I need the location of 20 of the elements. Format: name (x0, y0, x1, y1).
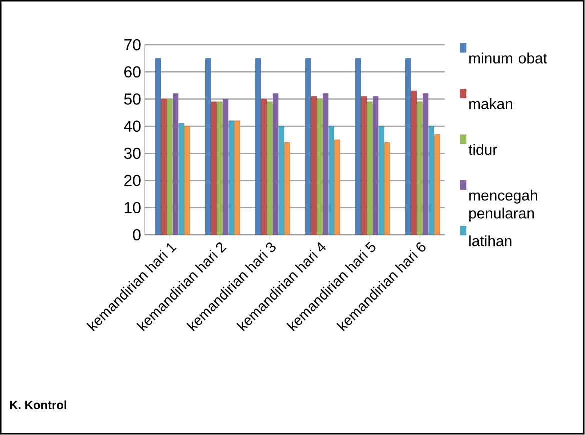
y-tick-label: 40 (124, 120, 141, 132)
bar (417, 102, 423, 235)
y-tick-label: 30 (124, 148, 141, 160)
legend-label: mencegah penularan (470, 190, 538, 222)
bar (267, 102, 273, 235)
bar (167, 99, 173, 235)
y-tick-label: 70 (124, 39, 141, 51)
y-tick-label: 60 (124, 66, 141, 78)
legend-label: latihan (470, 236, 512, 247)
y-tick-label: 50 (124, 94, 141, 105)
y-tick-label: 10 (124, 202, 141, 214)
bar (367, 102, 373, 235)
legend-label: tidur (468, 144, 498, 156)
legend-label: minum obat (470, 52, 548, 64)
bar (217, 102, 223, 235)
bar (317, 99, 323, 235)
y-tick-label: 20 (124, 175, 141, 186)
text: K. Kontrol (10, 400, 66, 410)
legend-label: makan (470, 98, 512, 110)
y-tick-label: 0 (133, 229, 141, 241)
